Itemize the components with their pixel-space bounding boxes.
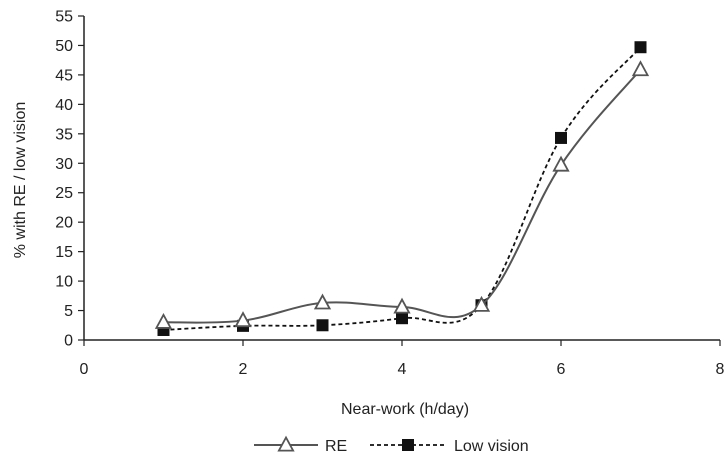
x-axis-ticks: 0 2 4 6 8	[80, 340, 725, 378]
y-tick-label: 5	[64, 303, 73, 320]
y-tick-label: 50	[55, 38, 73, 55]
low-vision-line	[163, 46, 642, 331]
x-tick-label: 4	[398, 361, 407, 378]
re-point	[631, 60, 650, 77]
y-tick-label: 15	[55, 244, 73, 261]
re-point	[472, 295, 491, 312]
y-tick-label: 45	[55, 67, 73, 84]
y-tick-label: 55	[55, 9, 73, 26]
y-tick-label: 40	[55, 97, 73, 114]
legend-low-vision-label: Low vision	[454, 438, 529, 455]
x-tick-label: 0	[80, 361, 89, 378]
y-tick-label: 10	[55, 274, 73, 291]
y-tick-label: 35	[55, 126, 73, 143]
low-vision-series	[157, 41, 647, 336]
re-point	[234, 311, 252, 328]
y-tick-label: 30	[55, 156, 73, 173]
y-tick-label: 25	[55, 185, 73, 202]
x-tick-label: 2	[239, 361, 248, 378]
legend-low-vision-marker	[402, 439, 414, 451]
y-axis-ticks: 0 5 10 15 20 25 30 35 40 45 50 55	[55, 9, 84, 350]
legend-re-marker	[277, 435, 295, 452]
re-series	[154, 60, 650, 329]
re-point	[154, 312, 173, 329]
re-point	[313, 293, 332, 310]
re-line	[163, 68, 642, 324]
low-vision-point	[634, 41, 647, 54]
series-layer	[154, 41, 650, 336]
re-point	[552, 155, 570, 172]
low-vision-point	[555, 131, 567, 144]
x-tick-label: 6	[557, 361, 566, 378]
legend: RE Low vision	[254, 435, 529, 455]
y-axis-title: % with RE / low vision	[12, 102, 29, 259]
low-vision-point	[316, 319, 329, 332]
legend-re-label: RE	[325, 438, 347, 455]
x-tick-label: 8	[716, 361, 725, 378]
x-axis-title: Near-work (h/day)	[341, 401, 469, 418]
re-point	[393, 297, 411, 314]
y-tick-label: 20	[55, 215, 73, 232]
y-tick-label: 0	[64, 333, 73, 350]
low-vision-point	[396, 312, 408, 325]
